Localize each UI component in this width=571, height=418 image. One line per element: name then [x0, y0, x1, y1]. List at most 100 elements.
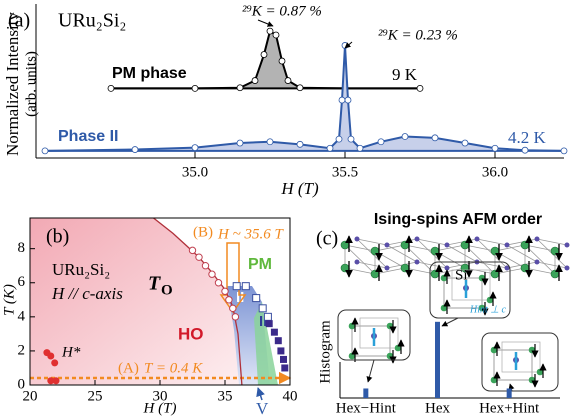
sweep-b-text: H ~ 35.6 T — [217, 226, 284, 242]
series-label: Phase II — [58, 128, 118, 145]
u-atom — [536, 368, 544, 376]
point — [338, 96, 346, 104]
point — [491, 144, 499, 152]
inset-arrow — [366, 359, 375, 383]
u-atom — [520, 263, 530, 273]
bond — [476, 261, 508, 269]
bond — [524, 244, 556, 252]
u-atom — [486, 296, 494, 304]
bond — [536, 261, 568, 269]
si-atom — [474, 236, 480, 242]
inset-box — [429, 261, 511, 319]
cube — [493, 349, 533, 381]
u-atom — [348, 322, 356, 330]
sweep-b-arrow — [219, 242, 247, 314]
u-atom — [348, 352, 356, 360]
y-axis-title: Histogram — [317, 320, 333, 384]
point — [260, 51, 268, 58]
si-atom — [354, 259, 360, 265]
bond — [356, 261, 388, 269]
u-atom — [550, 269, 560, 279]
point — [431, 134, 439, 142]
point — [188, 246, 197, 255]
bond — [404, 244, 436, 252]
bond — [524, 267, 556, 275]
y-axis-title: Normalized Intensity — [3, 12, 22, 156]
y-tick-label: 8 — [18, 240, 26, 256]
bond — [356, 238, 388, 246]
point — [252, 294, 261, 303]
point — [347, 135, 355, 143]
bond — [476, 238, 508, 246]
point — [221, 287, 229, 295]
area — [45, 45, 564, 151]
bond — [374, 267, 406, 275]
bond — [464, 244, 496, 252]
point — [195, 253, 203, 261]
sweep-a-label: (A) — [118, 360, 139, 376]
si-atom — [444, 265, 450, 271]
bond — [506, 244, 538, 263]
point — [107, 84, 115, 92]
bond — [524, 244, 556, 275]
panel-title: Ising-spins AFM order — [374, 211, 542, 228]
u-atom — [370, 269, 380, 279]
point — [214, 279, 223, 287]
annotation: ²⁹K = 0.23 % — [378, 27, 458, 43]
x-tick-label: Hex — [425, 400, 450, 416]
bond — [494, 244, 526, 252]
point — [236, 84, 244, 92]
si-atom — [504, 265, 510, 271]
to-label-sub: O — [161, 282, 173, 298]
x-tick-label: Hex+Hint — [479, 400, 540, 416]
point — [335, 135, 343, 143]
area — [111, 31, 420, 89]
y-tick-label: 6 — [18, 274, 26, 290]
cube — [351, 325, 391, 357]
u-atom — [520, 240, 530, 250]
u-atom — [460, 240, 470, 250]
point — [560, 147, 568, 155]
cube — [359, 317, 399, 349]
bar — [506, 388, 512, 398]
x-axis-title: H (T) — [143, 400, 177, 416]
bond — [344, 244, 376, 275]
si-atom — [534, 259, 540, 265]
si-atom — [564, 265, 570, 271]
y-tick-label: 4 — [18, 308, 26, 324]
y-tick-label: 2 — [18, 342, 26, 358]
x-tick-label: 35.5 — [332, 164, 358, 180]
annotation-arrow — [257, 19, 274, 27]
panel-label: (c) — [316, 228, 338, 250]
bond — [386, 244, 418, 263]
u-atom — [394, 344, 402, 352]
point — [281, 364, 289, 372]
point — [356, 144, 364, 152]
bond — [416, 238, 448, 246]
line — [44, 45, 565, 152]
point — [326, 144, 334, 152]
y-axis-title: (arb. units) — [23, 51, 39, 117]
x-tick-label: 35 — [218, 388, 233, 404]
x-tick-label: 30 — [153, 388, 168, 404]
point — [278, 57, 286, 65]
compound: URu₂Si₂ — [58, 10, 126, 32]
point — [47, 352, 55, 360]
si-atom — [354, 236, 360, 242]
point — [191, 84, 199, 92]
point — [258, 304, 267, 313]
inset-arrow — [441, 317, 459, 327]
u-atom — [478, 274, 486, 282]
point — [280, 355, 287, 363]
point — [401, 133, 409, 140]
point — [208, 270, 216, 278]
v-label: V — [256, 399, 269, 418]
u-atom — [386, 322, 394, 330]
point — [251, 77, 259, 84]
bond — [536, 238, 568, 246]
pm-label: PM — [248, 256, 272, 273]
panel-label: (a) — [8, 10, 30, 32]
u-atom — [386, 352, 394, 360]
u-atom — [490, 376, 498, 384]
